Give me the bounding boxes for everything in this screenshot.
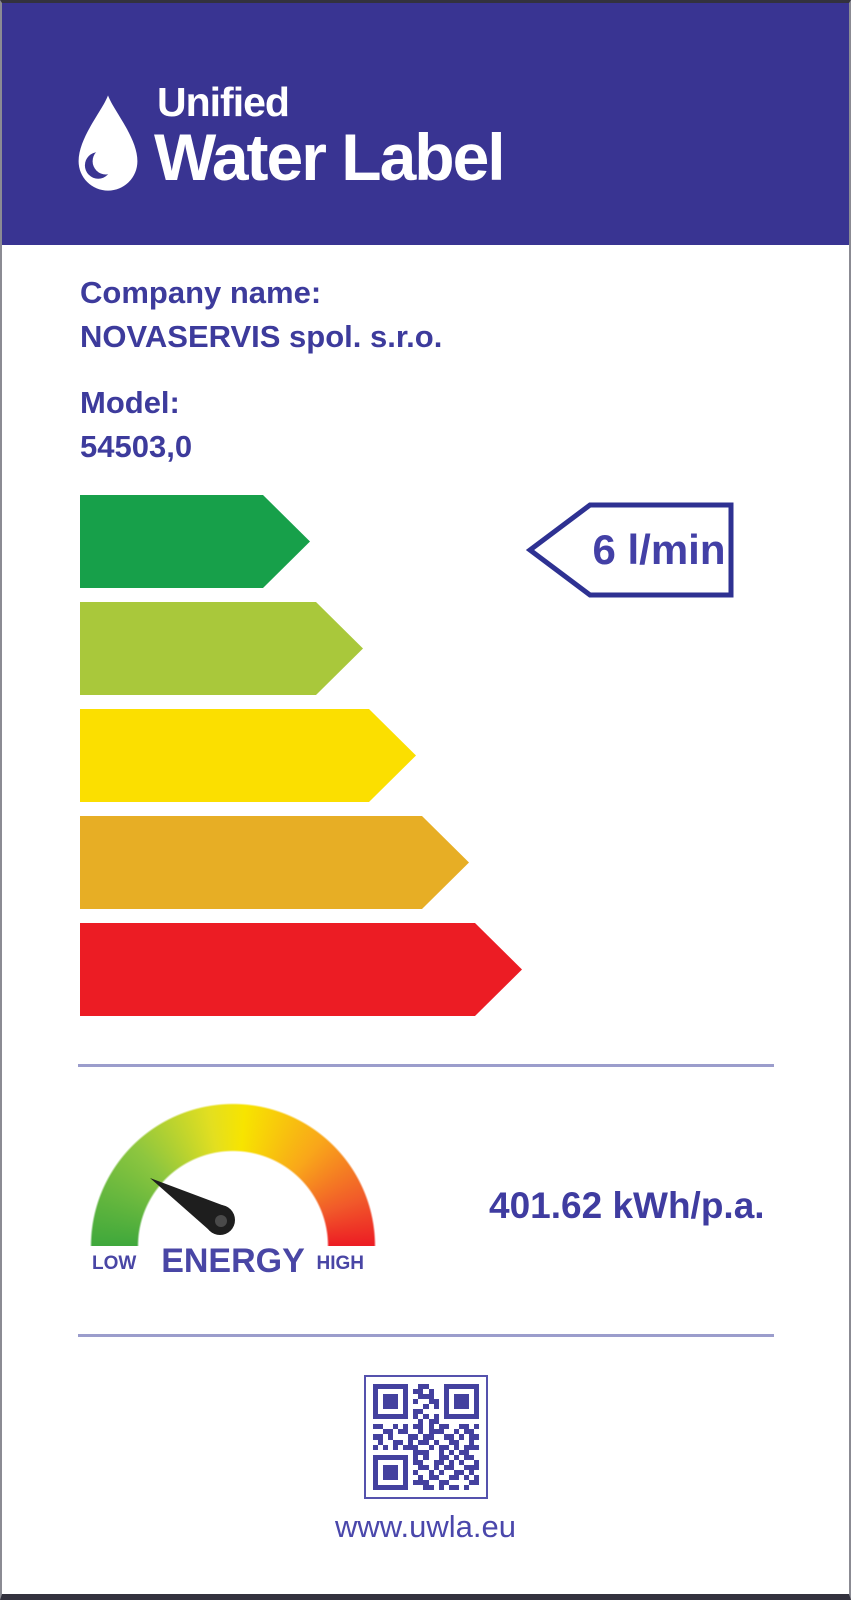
company-block: Company name: NOVASERVIS spol. s.r.o. xyxy=(80,271,442,359)
model-block: Model: 54503,0 xyxy=(80,381,192,469)
rating-arrow-best xyxy=(80,495,310,588)
gauge-low-label: LOW xyxy=(92,1253,137,1274)
flow-tag-outline xyxy=(526,502,734,598)
company-heading: Company name: xyxy=(80,275,322,310)
website-url: www.uwla.eu xyxy=(335,1509,516,1544)
rating-arrows-svg xyxy=(80,495,522,1016)
divider-line xyxy=(78,1334,774,1337)
gauge-needle-icon xyxy=(150,1178,235,1235)
model-value: 54503,0 xyxy=(80,429,193,464)
energy-gauge: LOW ENERGY HIGH xyxy=(90,1103,376,1281)
qr-code xyxy=(364,1375,488,1499)
model-heading: Model: xyxy=(80,385,180,420)
gauge-title: ENERGY xyxy=(161,1242,305,1280)
rating-arrow-medium xyxy=(80,709,416,802)
rating-arrow-worst xyxy=(80,923,522,1016)
water-drop-icon xyxy=(78,95,138,191)
rating-arrow-poor xyxy=(80,816,469,909)
gauge-high-label: HIGH xyxy=(316,1253,365,1274)
divider-line xyxy=(78,1064,774,1067)
flow-rate-value: 6 l/min xyxy=(592,526,726,573)
header-band: Unified Water Label xyxy=(2,3,849,245)
flow-rate-tag: 6 l/min xyxy=(526,500,736,600)
rating-arrow-good xyxy=(80,602,363,695)
qr-code-grid xyxy=(373,1384,479,1490)
brand-line2: Water Label xyxy=(154,120,506,194)
company-value: NOVASERVIS spol. s.r.o. xyxy=(80,319,443,354)
brand-line1: Unified xyxy=(157,79,290,125)
energy-consumption-value: 401.62 kWh/p.a. xyxy=(489,1185,765,1226)
